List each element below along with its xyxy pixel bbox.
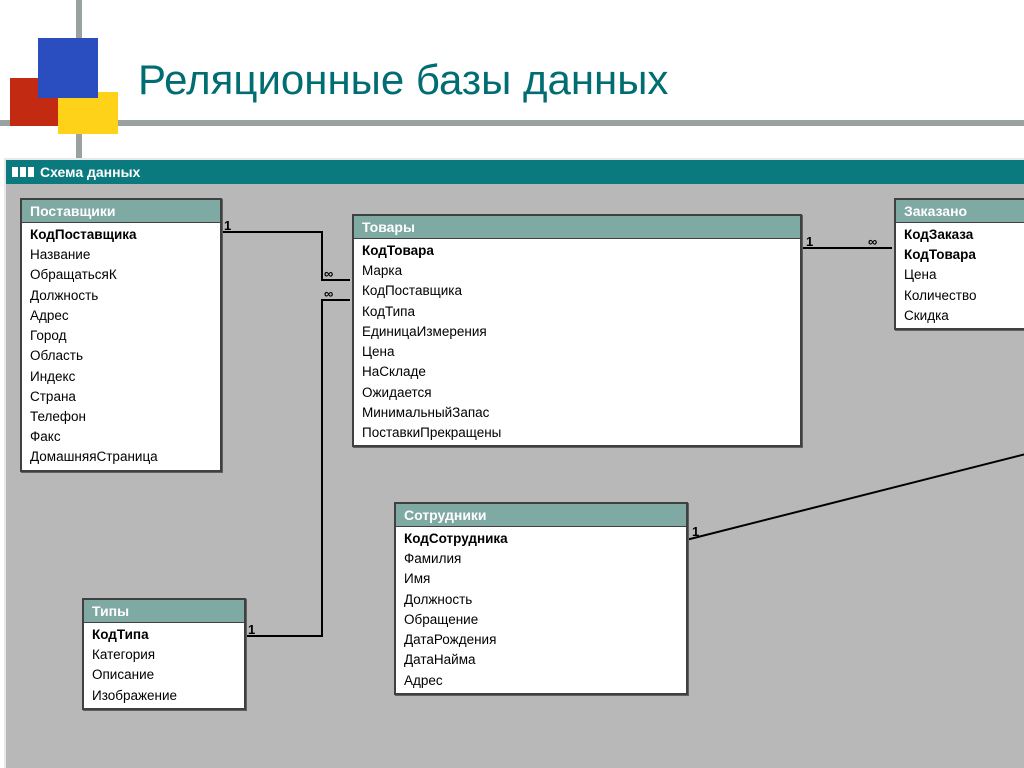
table-body: КодТипаКатегорияОписаниеИзображение	[84, 623, 244, 708]
field[interactable]: Марка	[354, 261, 800, 281]
field[interactable]: КодТипа	[84, 625, 244, 645]
table-types[interactable]: ТипыКодТипаКатегорияОписаниеИзображение	[82, 598, 246, 710]
field[interactable]: Адрес	[396, 671, 686, 691]
field[interactable]: Телефон	[22, 407, 220, 427]
field[interactable]: КодСотрудника	[396, 529, 686, 549]
field[interactable]: ДомашняяСтраница	[22, 447, 220, 467]
deco-yellow-square	[58, 92, 118, 134]
field[interactable]: Факс	[22, 427, 220, 447]
window-title-text: Схема данных	[40, 164, 140, 180]
field[interactable]: КодТипа	[354, 302, 800, 322]
table-header[interactable]: Сотрудники	[396, 504, 686, 527]
field[interactable]: Область	[22, 346, 220, 366]
field[interactable]: Адрес	[22, 306, 220, 326]
field[interactable]: ДатаРождения	[396, 630, 686, 650]
field[interactable]: КодПоставщика	[354, 281, 800, 301]
relationships-icon	[12, 167, 34, 177]
field[interactable]: КодЗаказа	[896, 225, 1024, 245]
field[interactable]: Цена	[896, 265, 1024, 285]
table-products[interactable]: ТоварыКодТовараМаркаКодПоставщикаКодТипа…	[352, 214, 802, 447]
field[interactable]: Город	[22, 326, 220, 346]
table-body: КодСотрудникаФамилияИмяДолжностьОбращени…	[396, 527, 686, 693]
field[interactable]: Индекс	[22, 367, 220, 387]
table-header[interactable]: Заказано	[896, 200, 1024, 223]
cardinality-label: 1	[692, 524, 699, 539]
field[interactable]: КодПоставщика	[22, 225, 220, 245]
slide-title: Реляционные базы данных	[138, 56, 668, 104]
table-ordered[interactable]: ЗаказаноКодЗаказаКодТовараЦенаКоличество…	[894, 198, 1024, 330]
window-titlebar[interactable]: Схема данных	[6, 160, 1024, 184]
field[interactable]: Должность	[22, 286, 220, 306]
field[interactable]: Категория	[84, 645, 244, 665]
table-header[interactable]: Типы	[84, 600, 244, 623]
field[interactable]: Должность	[396, 590, 686, 610]
table-body: КодЗаказаКодТовараЦенаКоличествоСкидка	[896, 223, 1024, 328]
table-header[interactable]: Товары	[354, 216, 800, 239]
field[interactable]: Цена	[354, 342, 800, 362]
field[interactable]: НаСкладе	[354, 362, 800, 382]
table-header[interactable]: Поставщики	[22, 200, 220, 223]
field[interactable]: Изображение	[84, 686, 244, 706]
cardinality-label: 1	[806, 234, 813, 249]
cardinality-label: ∞	[868, 234, 877, 249]
field[interactable]: МинимальныйЗапас	[354, 403, 800, 423]
table-body: КодТовараМаркаКодПоставщикаКодТипаЕдиниц…	[354, 239, 800, 445]
field[interactable]: Описание	[84, 665, 244, 685]
field[interactable]: Фамилия	[396, 549, 686, 569]
field[interactable]: ЕдиницаИзмерения	[354, 322, 800, 342]
field[interactable]: Страна	[22, 387, 220, 407]
field[interactable]: Имя	[396, 569, 686, 589]
cardinality-label: 1	[248, 622, 255, 637]
deco-horizontal-bar	[0, 120, 1024, 126]
field[interactable]: ПоставкиПрекращены	[354, 423, 800, 443]
field[interactable]: Обращение	[396, 610, 686, 630]
cardinality-label: ∞	[324, 286, 333, 301]
cardinality-label: ∞	[324, 266, 333, 281]
schema-canvas[interactable]: 1∞1∞1∞1ПоставщикиКодПоставщикаНазваниеОб…	[6, 184, 1024, 768]
table-suppliers[interactable]: ПоставщикиКодПоставщикаНазваниеОбращатьс…	[20, 198, 222, 472]
field[interactable]: Скидка	[896, 306, 1024, 326]
slide: Реляционные базы данных Схема данных 1 ∞ 1…	[0, 0, 1024, 768]
field[interactable]: КодТовара	[896, 245, 1024, 265]
field[interactable]: ДатаНайма	[396, 650, 686, 670]
cardinality-label: 1	[224, 218, 231, 233]
field[interactable]: ОбращатьсяК	[22, 265, 220, 285]
deco-blue-square	[38, 38, 98, 98]
field[interactable]: КодТовара	[354, 241, 800, 261]
field[interactable]: Количество	[896, 286, 1024, 306]
table-body: КодПоставщикаНазваниеОбращатьсяКДолжност…	[22, 223, 220, 470]
table-employees[interactable]: СотрудникиКодСотрудникаФамилияИмяДолжнос…	[394, 502, 688, 695]
field[interactable]: Название	[22, 245, 220, 265]
schema-window: Схема данных 1∞1∞1∞1ПоставщикиКодПоставщ…	[4, 158, 1024, 768]
field[interactable]: Ожидается	[354, 383, 800, 403]
